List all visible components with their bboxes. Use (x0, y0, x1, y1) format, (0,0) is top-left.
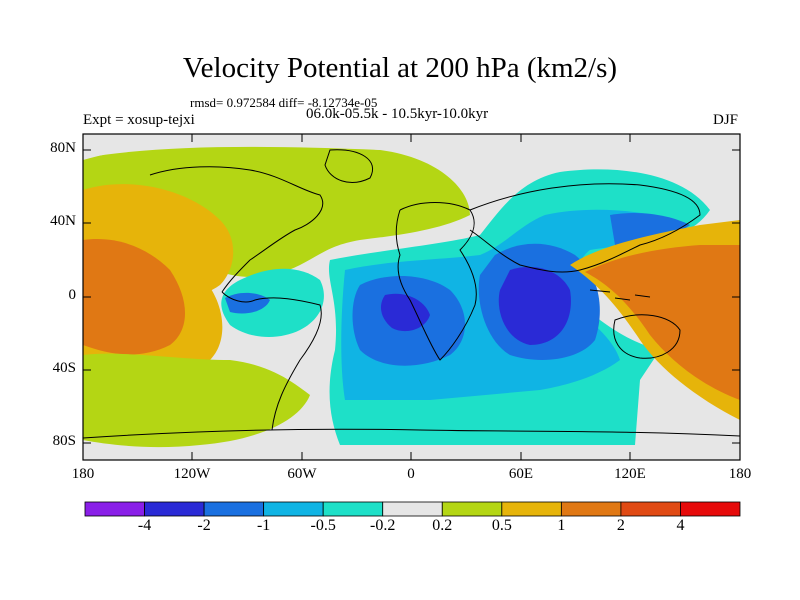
colorbar-box (501, 501, 562, 517)
lat-ticks (83, 149, 740, 444)
colorbar-box (263, 501, 324, 517)
colorbar-box (680, 501, 741, 517)
plot-title: Velocity Potential at 200 hPa (km2/s) (182, 52, 618, 84)
stats-text: rmsd= 0.972584 diff= -8.12734e-05 (190, 95, 378, 110)
colorbar-box (144, 501, 205, 517)
colorbar-label: -2 (197, 517, 211, 534)
contour-fill (83, 134, 740, 460)
lat-label-80n: 80N (50, 140, 76, 156)
colorbar-label: -1 (256, 517, 271, 534)
colorbar-box (382, 501, 443, 517)
colorbar-label: 0.5 (491, 517, 512, 534)
period-label: 06.0k-05.5k - 10.5kyr-10.0kyr (306, 106, 489, 122)
lat-label-40n: 40N (50, 213, 76, 229)
lon-label-120e: 120E (614, 466, 646, 482)
colorbar-label: 2 (616, 517, 625, 534)
coastlines (83, 149, 740, 439)
colorbar-label: 4 (676, 517, 685, 534)
lat-label-80s: 80S (52, 433, 76, 449)
colorbar-box (203, 501, 265, 517)
colorbar-label: -4 (137, 517, 152, 534)
lat-label-0: 0 (68, 287, 77, 303)
colorbar-label: -0.5 (310, 517, 336, 534)
experiment-label: Expt = xosup-tejxi (83, 112, 195, 128)
colorbar-label: 0.2 (432, 517, 453, 534)
colorbar-label: 1 (557, 517, 566, 534)
lon-label-180e: 180 (728, 466, 752, 482)
lon-label-120w: 120W (173, 466, 211, 482)
colorbar-box (620, 501, 681, 517)
colorbar-box (84, 501, 145, 517)
colorbar-label: -0.2 (370, 517, 396, 534)
colorbar-box (560, 501, 622, 517)
lon-label-60e: 60E (508, 466, 534, 482)
lon-ticks (82, 134, 741, 460)
colorbar-box (322, 501, 384, 517)
lon-label-60w: 60W (287, 466, 317, 482)
lon-label-180w: 180 (71, 466, 95, 482)
lon-label-0: 0 (407, 466, 415, 482)
season-label: DJF (713, 112, 739, 128)
colorbar-box (441, 501, 503, 517)
lat-label-40s: 40S (52, 360, 76, 376)
